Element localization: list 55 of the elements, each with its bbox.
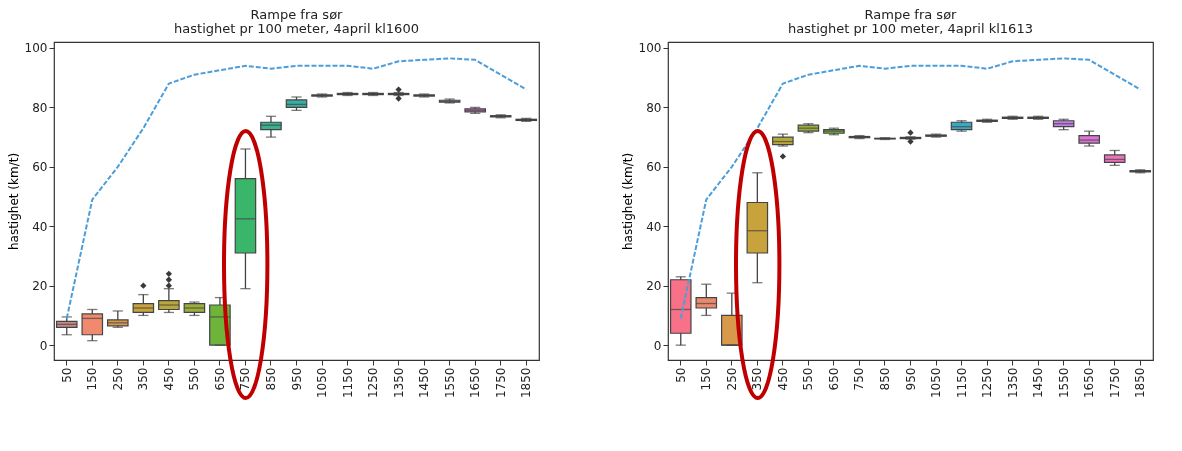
x-tick-label: 1150 (954, 367, 969, 399)
x-tick-label: 950 (289, 367, 304, 391)
y-tick-label: 80 (646, 100, 662, 115)
x-tick-label: 450 (161, 367, 176, 391)
x-tick-label: 450 (775, 367, 790, 391)
x-tick-label: 1850 (1133, 367, 1148, 399)
y-tick-label: 60 (646, 160, 662, 175)
chart-title: Rampe fra sør (864, 6, 958, 22)
y-tick-label: 40 (32, 219, 48, 234)
y-tick-label: 80 (32, 100, 48, 115)
x-tick-label: 50 (673, 367, 688, 383)
x-tick-label: 150 (85, 367, 100, 391)
x-tick-label: 550 (801, 367, 816, 391)
y-tick-label: 20 (646, 279, 662, 294)
y-axis-title: hastighet (km/t) (620, 152, 635, 251)
y-tick-label: 0 (39, 338, 48, 353)
y-tick-label: 0 (653, 338, 662, 353)
x-tick-label: 1450 (1031, 367, 1046, 399)
chart-title: Rampe fra sør (250, 6, 344, 22)
x-tick-label: 1550 (442, 367, 457, 399)
y-tick-label: 40 (646, 219, 662, 234)
x-tick-label: 1250 (366, 367, 381, 399)
y-tick-label: 100 (638, 41, 662, 56)
x-tick-label: 850 (877, 367, 892, 391)
x-tick-label: 1650 (1082, 367, 1097, 399)
x-tick-label: 50 (59, 367, 74, 383)
x-tick-label: 1850 (519, 367, 534, 399)
x-tick-label: 550 (187, 367, 202, 391)
x-tick-label: 1750 (1107, 367, 1122, 399)
y-tick-label: 20 (32, 279, 48, 294)
x-tick-label: 1650 (468, 367, 483, 399)
x-tick-label: 1250 (980, 367, 995, 399)
x-tick-label: 650 (826, 367, 841, 391)
x-tick-label: 350 (136, 367, 151, 391)
x-tick-label: 1350 (391, 367, 406, 399)
x-tick-label: 1350 (1005, 367, 1020, 399)
x-tick-label: 650 (212, 367, 227, 391)
x-tick-label: 850 (263, 367, 278, 391)
x-tick-label: 1750 (493, 367, 508, 399)
x-tick-label: 1450 (417, 367, 432, 399)
line-series (679, 57, 1142, 320)
y-tick-label: 100 (24, 41, 48, 56)
x-tick-label: 950 (903, 367, 918, 391)
x-tick-label: 1050 (315, 367, 330, 399)
y-tick-label: 60 (32, 160, 48, 175)
x-tick-label: 1050 (929, 367, 944, 399)
x-tick-label: 150 (699, 367, 714, 391)
x-tick-label: 1550 (1056, 367, 1071, 399)
x-tick-label: 750 (238, 367, 253, 391)
x-tick-label: 250 (110, 367, 125, 391)
x-tick-label: 250 (724, 367, 739, 391)
x-tick-label: 750 (852, 367, 867, 391)
y-axis-title: hastighet (km/t) (6, 152, 21, 251)
x-tick-label: 1150 (340, 367, 355, 399)
x-tick-label: 350 (750, 367, 765, 391)
